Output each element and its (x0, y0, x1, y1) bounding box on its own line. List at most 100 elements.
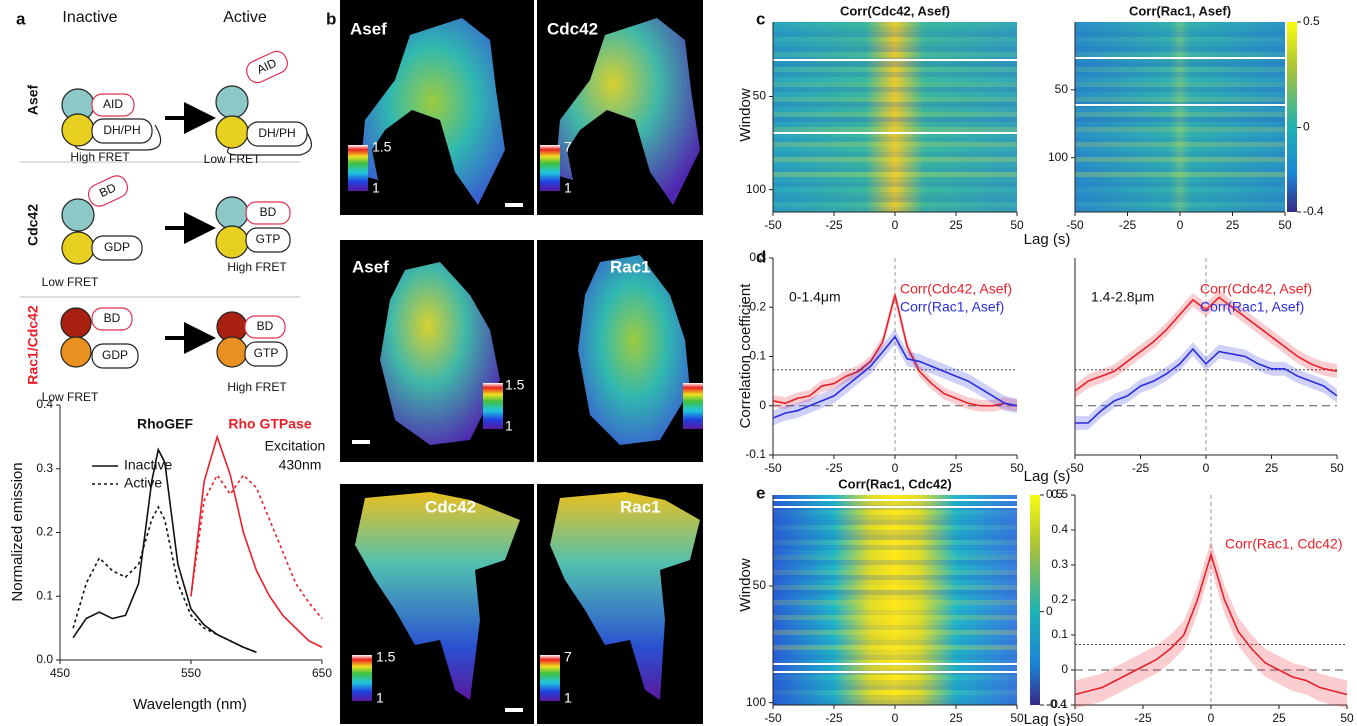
heatmap-texture (773, 590, 1017, 595)
subtitle: 0-1.4μm (789, 289, 841, 305)
schematic-label: AID (103, 97, 123, 111)
schematic-label: BD (257, 319, 274, 333)
heatmap-texture (1075, 62, 1285, 67)
series-line (72, 505, 257, 654)
x-tick-label: 0 (1208, 711, 1215, 725)
row-label: Cdc42 (25, 204, 41, 246)
schematic-label: DH/PH (258, 126, 295, 140)
x-axis-label: Lag (s) (1024, 468, 1071, 485)
series-line (772, 335, 1018, 419)
image-label: Asef (350, 19, 387, 38)
row-label: Rac1/Cdc42 (25, 305, 41, 385)
series-line (190, 434, 323, 648)
heatmap-texture (773, 32, 1017, 37)
heatmap-texture (773, 152, 1017, 157)
x-tick-label: 50 (1278, 218, 1292, 232)
subtitle: 1.4-2.8μm (1091, 289, 1154, 305)
colorbar-label: 7 (564, 139, 572, 155)
schematic-label: BD (104, 311, 121, 325)
legend-label: Corr(Cdc42, Asef) (900, 281, 1012, 297)
colorbar (683, 383, 703, 429)
x-tick-label: -50 (764, 461, 782, 475)
heatmap-texture (773, 625, 1017, 630)
heatmap-texture (773, 700, 1017, 705)
schematic-label: GTP (254, 346, 279, 360)
heatmap-texture (773, 197, 1017, 202)
schematic-label: GDP (102, 348, 128, 362)
heatmap-texture (773, 67, 1017, 72)
heatmap-texture (773, 610, 1017, 615)
heatmap-texture (1075, 112, 1285, 117)
heatmap-texture (773, 635, 1017, 640)
heatmap-texture (1075, 97, 1285, 102)
heatmap (773, 22, 1017, 212)
colorbar (352, 655, 372, 701)
heatmap-texture (773, 535, 1017, 540)
heatmap-texture (773, 550, 1017, 555)
microscopy (340, 0, 703, 724)
heatmap-texture (1075, 142, 1285, 147)
schematic-label: GTP (256, 232, 281, 246)
y-axis-label: Window (737, 88, 754, 142)
heatmap-texture (773, 162, 1017, 167)
heatmap-texture (773, 675, 1017, 680)
y-tick-label: 100 (1048, 150, 1068, 164)
error-band (773, 329, 1017, 426)
y-tick-label: 50 (1055, 82, 1069, 96)
colorbar-tick-label: 0.5 (1303, 14, 1320, 28)
schematic-label: Low FRET (42, 390, 99, 404)
y-tick-label: 0.2 (749, 299, 766, 313)
heatmap-texture (773, 560, 1017, 565)
y-tick-label: 0.2 (1051, 592, 1068, 606)
heatmap-texture (1075, 207, 1285, 212)
heatmap-texture (1075, 47, 1285, 52)
x-tick-label: 25 (949, 461, 963, 475)
heatmap-texture (1075, 52, 1285, 57)
error-band (1075, 290, 1337, 398)
heatmap-texture (773, 22, 1017, 27)
heatmap-texture (773, 575, 1017, 580)
heatmap-texture (773, 47, 1017, 52)
heatmap-texture (773, 202, 1017, 207)
heatmap-texture (773, 665, 1017, 670)
heatmap-texture (773, 650, 1017, 655)
colorbar (540, 655, 560, 701)
panel-letter: a (16, 9, 26, 28)
error-band (773, 289, 1017, 412)
x-tick-label: -25 (825, 711, 843, 725)
y-tick-label: 0.0 (36, 652, 53, 666)
schematic-label: High FRET (70, 150, 130, 164)
x-tick-label: -25 (825, 218, 843, 232)
y-tick-label: 100 (746, 182, 766, 196)
panel-letter: e (756, 483, 765, 502)
colorbar-tick-label: 0 (1046, 604, 1053, 618)
row-label: Asef (25, 84, 41, 115)
schematic-label: High FRET (227, 260, 287, 274)
column-header: Active (223, 9, 267, 26)
colorbar-label: 1 (705, 418, 713, 434)
heatmap-texture (773, 62, 1017, 67)
colorbar-label: 1 (372, 180, 380, 196)
heatmap-texture (773, 87, 1017, 92)
annotation: Rho GTPase (228, 416, 311, 432)
y-axis-label: Window (737, 558, 754, 612)
y-tick-label: -0.1 (745, 447, 766, 461)
x-tick-label: 25 (949, 218, 963, 232)
x-tick-label: 450 (50, 666, 70, 680)
heatmap-texture (1075, 67, 1285, 72)
heatmap-texture (773, 27, 1017, 32)
schematic (20, 50, 312, 369)
image-label: Rac1 (610, 257, 651, 276)
heatmap-texture (773, 42, 1017, 47)
x-tick-label: -25 (1134, 711, 1152, 725)
heatmap-texture (773, 585, 1017, 590)
heatmap-texture (1075, 92, 1285, 97)
colorbar-tick-label: -0.4 (1046, 697, 1067, 711)
chart-title: Corr(Rac1, Cdc42) (838, 476, 951, 491)
heatmap-texture (773, 515, 1017, 520)
schematic-label: BD (260, 205, 277, 219)
heatmap-texture (1075, 72, 1285, 77)
colorbar-tick-label: 0.5 (1046, 487, 1063, 501)
schematic-label: GDP (104, 240, 130, 254)
heatmap-texture (1075, 77, 1285, 82)
